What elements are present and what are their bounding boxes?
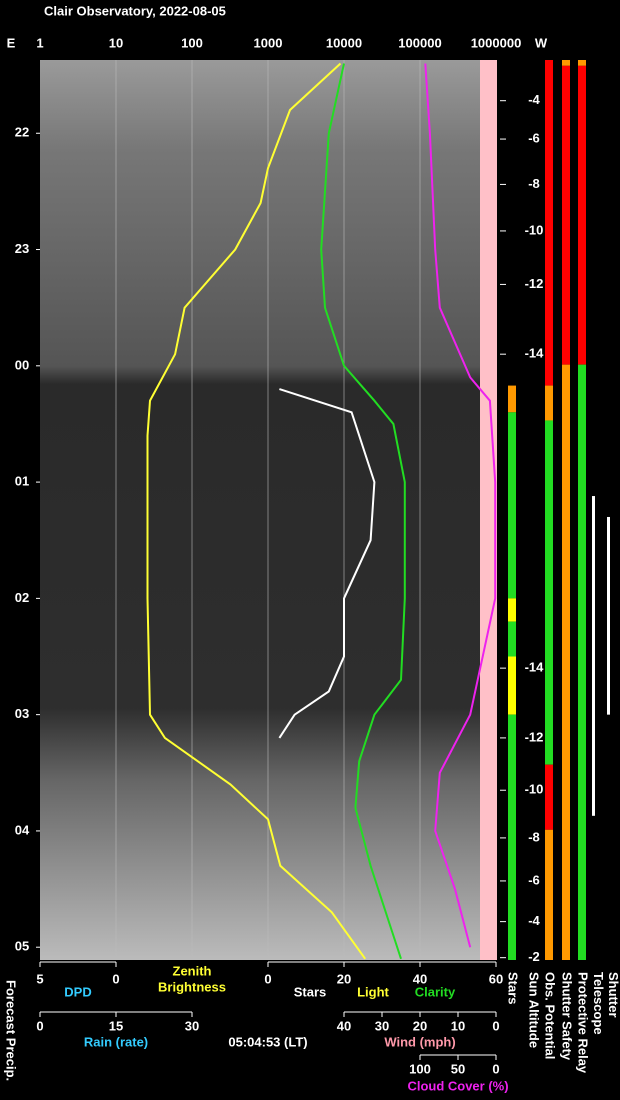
sun-tick-label: -2 xyxy=(528,949,540,964)
status-title: Obs. Potential xyxy=(543,972,558,1059)
y-tick-label: 05 xyxy=(15,939,29,954)
axis-tick-label: 100 xyxy=(409,1061,431,1076)
sun-altitude-title: Sun Altitude xyxy=(527,972,542,1048)
precip-title: Forecast Precip. xyxy=(4,980,19,1081)
x-tick-label: 10 xyxy=(109,35,123,50)
axis-tick-label: 0 xyxy=(36,1018,43,1033)
status-segment xyxy=(508,714,516,960)
rain-title: Rain (rate) xyxy=(84,1034,148,1049)
light-title: Light xyxy=(357,984,389,999)
clarity-title: Clarity xyxy=(415,984,456,999)
status-title: Telescope xyxy=(591,972,606,1035)
stars-title: Stars xyxy=(294,984,327,999)
status-segment xyxy=(578,364,586,961)
sun-tick-label: -14 xyxy=(525,346,545,361)
chart-title: Clair Observatory, 2022-08-05 xyxy=(44,3,226,18)
status-segment xyxy=(545,420,553,765)
status-title: Shutter xyxy=(606,972,620,1018)
sun-tick-label: -14 xyxy=(525,660,545,675)
series-line xyxy=(146,62,367,960)
y-tick-label: 04 xyxy=(15,822,30,837)
x-tick-label: 100000 xyxy=(398,35,441,50)
status-segment xyxy=(562,65,570,365)
x-tick-label: 1000 xyxy=(254,35,283,50)
y-tick-label: 03 xyxy=(15,706,29,721)
status-segment xyxy=(578,65,586,365)
sun-tick-label: -4 xyxy=(528,92,540,107)
sun-tick-label: -8 xyxy=(528,176,540,191)
sun-tick-label: -8 xyxy=(528,829,540,844)
status-segment xyxy=(545,764,553,830)
timestamp: 05:04:53 (LT) xyxy=(228,1034,307,1049)
x-tick-label: 10000 xyxy=(326,35,362,50)
status-segment xyxy=(607,516,610,715)
pink-band xyxy=(480,60,497,960)
sun-tick-label: -10 xyxy=(525,222,544,237)
west-label: W xyxy=(535,35,548,50)
y-tick-label: 22 xyxy=(15,125,29,140)
axis-tick-label: 30 xyxy=(375,1018,389,1033)
y-tick-label: 02 xyxy=(15,590,29,605)
x-tick-label: 1000000 xyxy=(471,35,522,50)
status-segment xyxy=(562,364,570,961)
dpd-title: DPD xyxy=(64,984,91,999)
status-segment xyxy=(562,60,570,66)
status-segment xyxy=(592,496,595,816)
sun-tick-label: -6 xyxy=(528,131,540,146)
status-segment xyxy=(545,829,553,960)
axis-tick-label: 5 xyxy=(36,971,43,986)
axis-tick-label: 40 xyxy=(413,971,427,986)
status-segment xyxy=(508,621,516,657)
status-segment xyxy=(508,412,516,599)
series-line xyxy=(424,63,497,948)
y-tick-label: 01 xyxy=(15,474,29,489)
y-tick-label: 00 xyxy=(15,357,29,372)
series-line xyxy=(320,63,406,960)
axis-tick-label: 0 xyxy=(492,1018,499,1033)
y-tick-label: 23 xyxy=(15,241,29,256)
sun-tick-label: -12 xyxy=(525,729,544,744)
status-segment xyxy=(545,60,553,386)
status-title: Protective Relay xyxy=(576,972,591,1074)
brightness-title: Brightness xyxy=(158,979,226,994)
brightness-title: Zenith xyxy=(173,963,212,978)
series-line xyxy=(278,388,376,739)
axis-tick-label: 15 xyxy=(109,1018,123,1033)
axis-tick-label: 30 xyxy=(185,1018,199,1033)
east-label: E xyxy=(7,35,16,50)
sun-tick-label: -12 xyxy=(525,276,544,291)
cloud-title: Cloud Cover (%) xyxy=(407,1078,508,1093)
status-segment xyxy=(508,598,516,622)
x-tick-label: 1 xyxy=(36,35,43,50)
status-segment xyxy=(578,60,586,66)
axis-tick-label: 20 xyxy=(413,1018,427,1033)
x-tick-label: 100 xyxy=(181,35,203,50)
axis-tick-label: 60 xyxy=(489,971,503,986)
status-segment xyxy=(508,385,516,413)
sun-tick-label: -10 xyxy=(525,782,544,797)
axis-tick-label: 0 xyxy=(112,971,119,986)
axis-tick-label: 0 xyxy=(264,971,271,986)
axis-tick-label: 10 xyxy=(451,1018,465,1033)
status-title: Stars xyxy=(506,972,521,1005)
axis-tick-label: 20 xyxy=(337,971,351,986)
axis-tick-label: 0 xyxy=(492,1061,499,1076)
wind-title: Wind (mph) xyxy=(384,1034,455,1049)
axis-tick-label: 50 xyxy=(451,1061,465,1076)
sun-tick-label: -4 xyxy=(528,913,540,928)
sun-tick-label: -6 xyxy=(528,872,540,887)
status-title: Shutter Safety xyxy=(560,972,575,1061)
axis-tick-label: 40 xyxy=(337,1018,351,1033)
status-segment xyxy=(508,656,516,715)
status-segment xyxy=(545,385,553,421)
